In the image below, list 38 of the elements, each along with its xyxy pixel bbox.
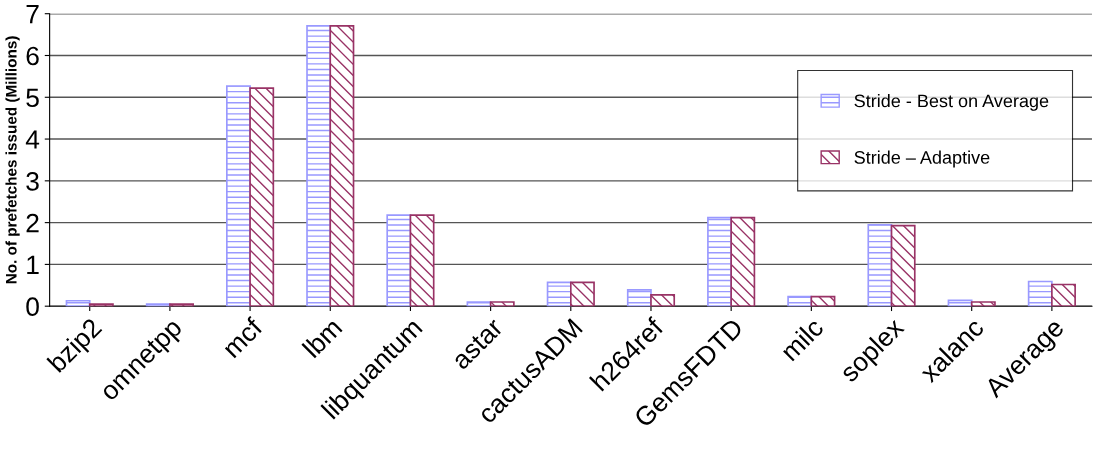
bar [145, 303, 171, 307]
x-tick-label: mcf [221, 315, 264, 359]
bar [329, 24, 355, 307]
bar [88, 303, 114, 307]
bar [890, 224, 916, 307]
bar [386, 214, 412, 307]
y-axis-title: No. of prefetches issued (Millions) [5, 36, 20, 284]
bar [626, 289, 652, 307]
y-tick-label: 6 [26, 46, 39, 66]
bar [1027, 280, 1053, 307]
y-tick-label: 0 [26, 297, 39, 317]
y-tick-label: 4 [25, 130, 40, 149]
legend-label: Stride – Adaptive [854, 150, 990, 168]
bar [65, 299, 91, 307]
bar [466, 301, 492, 307]
y-tick-label: 1 [27, 255, 39, 274]
bar [409, 214, 435, 307]
bar [489, 301, 515, 307]
x-tick-label: milc [779, 316, 825, 362]
bar [1051, 283, 1076, 307]
bar [730, 216, 756, 307]
bar [225, 85, 251, 307]
y-tick-label: 5 [26, 88, 39, 108]
bar [707, 216, 732, 307]
y-tick-label: 3 [26, 171, 39, 191]
bar [810, 295, 836, 307]
bar [546, 281, 572, 307]
y-tick-label: 7 [26, 5, 39, 24]
bar [249, 87, 275, 307]
bar [306, 24, 332, 307]
bar [569, 281, 595, 307]
bar [787, 295, 813, 307]
y-tick-label: 2 [26, 213, 39, 233]
bar [169, 303, 194, 307]
bar [650, 294, 676, 307]
bar [867, 223, 893, 307]
bar [970, 301, 996, 307]
legend-label: Stride - Best on Average [854, 94, 1049, 111]
